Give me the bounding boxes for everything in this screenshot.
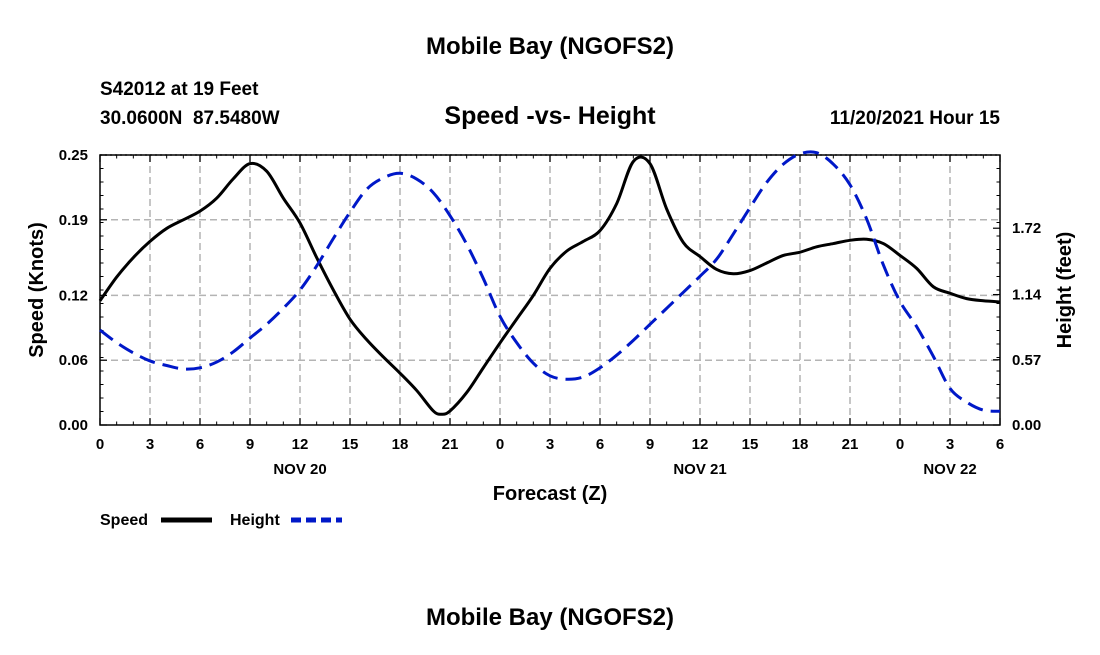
x-tick-label: 0 <box>896 436 904 453</box>
y2-tick-label: 1.14 <box>1012 287 1042 304</box>
axis-ticks <box>99 154 1001 426</box>
y2-tick-label: 0.57 <box>1012 352 1041 369</box>
x-tick-label: 21 <box>442 436 459 453</box>
x-tick-label: 3 <box>546 436 554 453</box>
x-tick-label: 6 <box>996 436 1004 453</box>
x-date-label: NOV 21 <box>673 461 726 478</box>
y-axis-label: Speed (Knots) <box>26 222 48 358</box>
y-tick-label: 0.12 <box>59 287 88 304</box>
legend-speed-label: Speed <box>100 512 148 529</box>
y-tick-label: 0.19 <box>59 212 88 229</box>
x-tick-label: 18 <box>792 436 809 453</box>
legend-height-label: Height <box>230 512 280 529</box>
x-tick-label: 0 <box>496 436 504 453</box>
x-tick-label: 6 <box>596 436 604 453</box>
x-tick-label: 15 <box>342 436 359 453</box>
chart-title: Speed -vs- Height <box>444 102 656 130</box>
tick-labels: 0 3 6 9 12 15 18 21 0 3 6 9 12 15 18 21 0 3 6 NOV 20 NOV 21 N… <box>59 147 1042 478</box>
x-date-label: NOV 20 <box>273 461 326 478</box>
x-tick-label: 9 <box>246 436 254 453</box>
x-tick-label: 6 <box>196 436 204 453</box>
y2-tick-label: 1.72 <box>1012 220 1041 237</box>
grid-lines <box>100 154 1000 425</box>
x-date-label: NOV 22 <box>923 461 976 478</box>
station-label: S42012 at 19 Feet <box>100 79 259 100</box>
x-tick-label: 9 <box>646 436 654 453</box>
x-tick-label: 0 <box>96 436 104 453</box>
footer-title: Mobile Bay (NGOFS2) <box>426 604 674 631</box>
x-tick-label: 18 <box>392 436 409 453</box>
coordinates-label: 30.0600N 87.5480W <box>100 108 280 129</box>
height-series-line <box>99 150 1001 413</box>
y-tick-label: 0.06 <box>59 352 88 369</box>
legend: Speed Height <box>100 512 342 529</box>
page-title: Mobile Bay (NGOFS2) <box>426 33 674 60</box>
y-tick-label: 0.25 <box>59 147 88 164</box>
x-tick-label: 12 <box>692 436 709 453</box>
speed-series-line <box>98 155 1001 416</box>
x-tick-label: 15 <box>742 436 759 453</box>
x-tick-label: 21 <box>842 436 859 453</box>
x-tick-label: 12 <box>292 436 309 453</box>
x-tick-label: 3 <box>946 436 954 453</box>
series-lines <box>98 150 1001 416</box>
y2-axis-label: Height (feet) <box>1054 232 1076 349</box>
x-axis-label: Forecast (Z) <box>493 483 607 505</box>
timestamp-label: 11/20/2021 Hour 15 <box>830 108 1000 129</box>
x-tick-label: 3 <box>146 436 154 453</box>
y2-tick-label: 0.00 <box>1012 417 1041 434</box>
y-tick-label: 0.00 <box>59 417 88 434</box>
